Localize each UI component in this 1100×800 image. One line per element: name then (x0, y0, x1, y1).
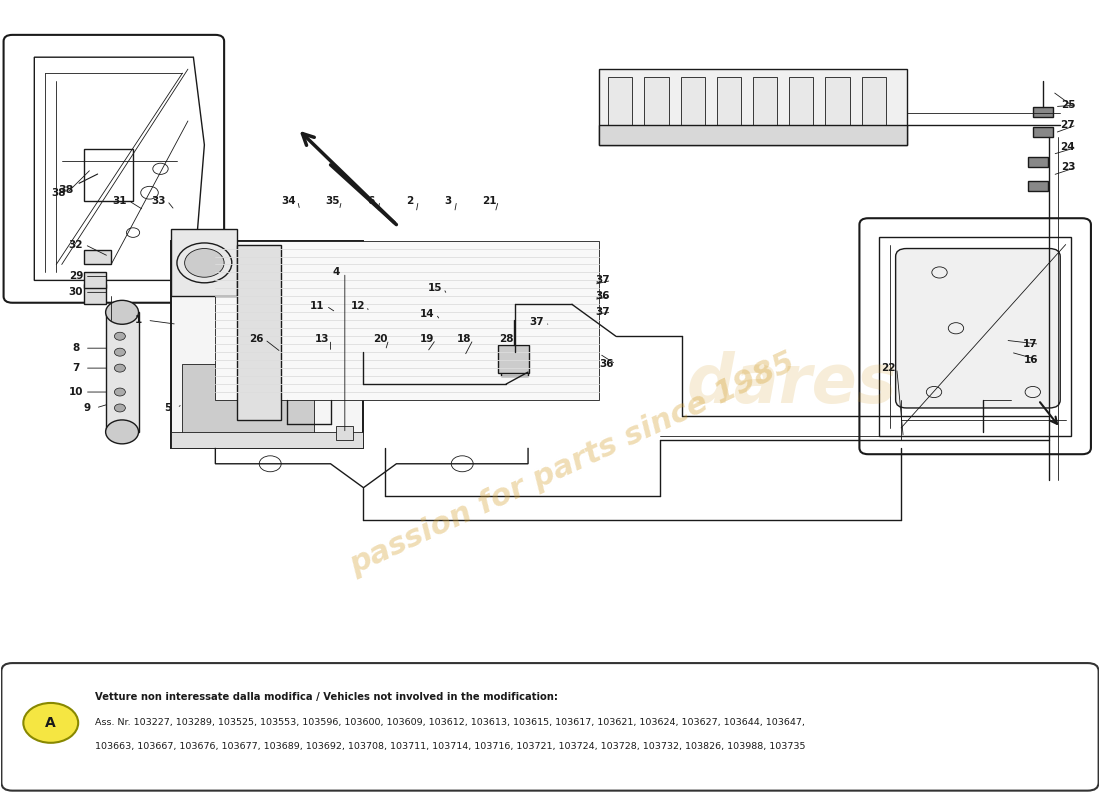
Text: 14: 14 (420, 309, 434, 319)
Text: 12: 12 (351, 301, 365, 311)
Bar (172, 432, 363, 448)
Text: 13: 13 (315, 334, 329, 345)
Text: 18: 18 (458, 334, 472, 345)
Text: 11: 11 (310, 301, 324, 311)
Bar (1033, 107, 1053, 117)
Text: Vetture non interessate dalla modifica / Vehicles not involved in the modificati: Vetture non interessate dalla modifica /… (95, 692, 558, 702)
Bar (825, 77, 849, 129)
Bar (600, 125, 906, 145)
Text: 27: 27 (1060, 120, 1075, 130)
Text: 22: 22 (881, 363, 895, 373)
Text: 19: 19 (420, 334, 434, 345)
Bar (183, 364, 315, 436)
Text: 30: 30 (68, 287, 84, 298)
Bar (608, 77, 632, 129)
Bar (336, 426, 352, 440)
Text: passion for parts since 1985: passion for parts since 1985 (344, 347, 800, 580)
Bar (84, 250, 111, 265)
Text: 36: 36 (600, 359, 614, 369)
FancyBboxPatch shape (859, 218, 1091, 454)
Circle shape (106, 420, 139, 444)
Text: A: A (45, 716, 56, 730)
Bar (600, 69, 906, 145)
Circle shape (114, 348, 125, 356)
FancyBboxPatch shape (3, 35, 224, 302)
Text: 34: 34 (282, 196, 296, 206)
Text: 24: 24 (1060, 142, 1075, 152)
Text: 17: 17 (1023, 339, 1038, 349)
Bar (645, 77, 669, 129)
Text: 31: 31 (112, 196, 128, 206)
Text: 20: 20 (373, 334, 387, 345)
Bar (500, 352, 528, 376)
Circle shape (106, 300, 139, 324)
Bar (681, 77, 705, 129)
Text: 25: 25 (1060, 100, 1075, 110)
Bar (1028, 157, 1048, 167)
Text: 21: 21 (483, 196, 497, 206)
Bar (498, 345, 529, 373)
Text: 38: 38 (52, 188, 66, 198)
Bar (172, 241, 363, 448)
Bar (754, 77, 777, 129)
Text: Ass. Nr. 103227, 103289, 103525, 103553, 103596, 103600, 103609, 103612, 103613,: Ass. Nr. 103227, 103289, 103525, 103553,… (95, 718, 804, 727)
Circle shape (185, 249, 224, 278)
Text: 37: 37 (529, 317, 544, 327)
Text: 29: 29 (69, 271, 84, 282)
Text: 16: 16 (1023, 355, 1037, 365)
Text: 35: 35 (326, 196, 340, 206)
Circle shape (114, 332, 125, 340)
Bar (861, 77, 886, 129)
Text: 5: 5 (165, 403, 172, 413)
Bar (84, 285, 106, 304)
Circle shape (114, 404, 125, 412)
Circle shape (23, 703, 78, 743)
Bar (84, 149, 133, 201)
Bar (172, 229, 238, 296)
Text: 7: 7 (73, 363, 79, 373)
Text: 38: 38 (58, 174, 98, 194)
Bar (238, 245, 282, 420)
Bar (717, 77, 741, 129)
Text: 33: 33 (151, 196, 165, 206)
Bar (1028, 181, 1048, 191)
FancyBboxPatch shape (1, 663, 1099, 790)
Text: 36: 36 (595, 291, 609, 302)
Text: 3: 3 (444, 196, 452, 206)
Bar (789, 77, 813, 129)
Bar (106, 312, 139, 432)
Text: 37: 37 (595, 307, 610, 318)
Bar (84, 273, 106, 288)
Text: 1: 1 (135, 315, 142, 326)
Text: 103663, 103667, 103676, 103677, 103689, 103692, 103708, 103711, 103714, 103716, : 103663, 103667, 103676, 103677, 103689, … (95, 742, 805, 751)
Text: 4: 4 (332, 267, 340, 278)
Text: 9: 9 (84, 403, 90, 413)
FancyBboxPatch shape (895, 249, 1060, 408)
Text: dares: dares (686, 351, 896, 417)
Text: 32: 32 (68, 239, 84, 250)
Text: 10: 10 (68, 387, 84, 397)
Text: 15: 15 (428, 283, 442, 294)
Text: 23: 23 (1060, 162, 1075, 172)
Text: 37: 37 (595, 275, 610, 286)
Circle shape (114, 388, 125, 396)
Text: 26: 26 (249, 334, 263, 345)
Text: 8: 8 (73, 343, 79, 353)
Bar (216, 241, 600, 400)
Text: 6: 6 (367, 196, 375, 206)
Circle shape (114, 364, 125, 372)
Text: 28: 28 (499, 334, 514, 345)
Bar (1033, 127, 1053, 137)
Text: 2: 2 (406, 196, 414, 206)
